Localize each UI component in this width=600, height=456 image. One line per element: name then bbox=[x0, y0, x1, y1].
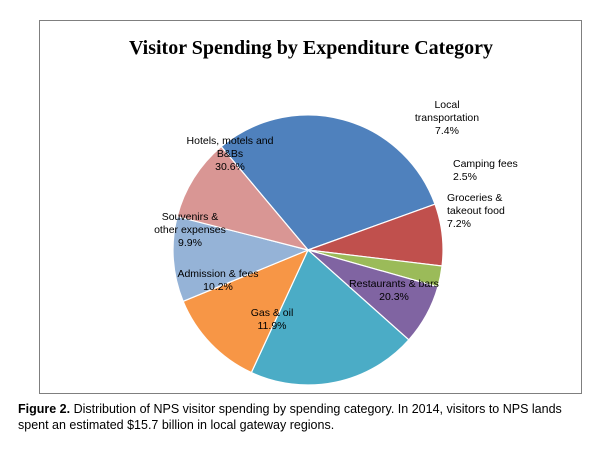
slice-label-local-transportation: Local transportation 7.4% bbox=[415, 99, 479, 137]
caption-text: Distribution of NPS visitor spending by … bbox=[18, 402, 562, 432]
slice-label-hotels-motels-and-b-bs: Hotels, motels and B&Bs 30.6% bbox=[187, 135, 274, 173]
slice-label-souvenirs-other-expenses: Souvenirs & other expenses 9.9% bbox=[154, 211, 226, 249]
pie-slice-restaurants-bars bbox=[250, 249, 410, 386]
slice-label-restaurants-bars: Restaurants & bars 20.3% bbox=[349, 278, 439, 303]
slice-label-groceries-takeout-food: Groceries & takeout food 7.2% bbox=[447, 192, 505, 230]
pie-slice-souvenirs-other-expenses bbox=[176, 145, 310, 252]
chart-frame: Visitor Spending by Expenditure Category… bbox=[39, 20, 582, 394]
pie-slice-admission-fees bbox=[172, 215, 310, 303]
slice-label-camping-fees: Camping fees 2.5% bbox=[453, 158, 518, 183]
slice-label-gas-oil: Gas & oil 11.9% bbox=[251, 307, 294, 332]
pie-chart: Visitor Spending by Expenditure Category… bbox=[129, 37, 518, 386]
pie-slice-gas-oil bbox=[182, 248, 310, 374]
slice-label-admission-fees: Admission & fees 10.2% bbox=[177, 268, 258, 293]
figure-caption: Figure 2. Distribution of NPS visitor sp… bbox=[18, 401, 590, 433]
chart-title: Visitor Spending by Expenditure Category bbox=[129, 37, 493, 59]
pie-slice-hotels-motels-and-b-bs bbox=[220, 114, 436, 251]
figure-label: Figure 2. bbox=[18, 402, 71, 416]
